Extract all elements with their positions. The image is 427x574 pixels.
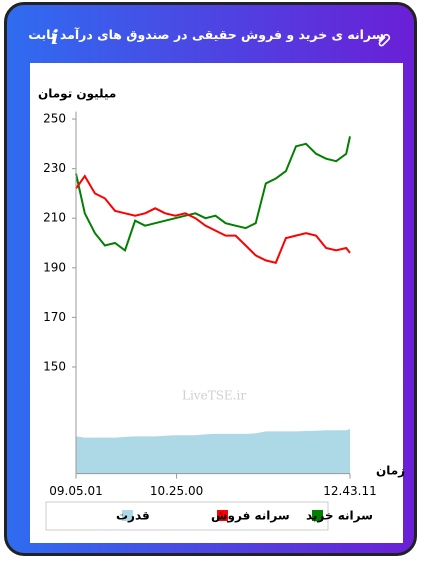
link-icon: [378, 33, 391, 47]
legend-swatch: [217, 510, 228, 521]
y-tick-label: 170: [43, 310, 66, 324]
line: [75, 136, 351, 253]
legend-swatch: [312, 510, 323, 521]
x-tick-label: 09.05.01: [49, 484, 102, 498]
y-axis-label: میلیون تومان: [38, 87, 116, 102]
x-axis-label: زمان: [376, 464, 405, 478]
info-icon[interactable]: i: [51, 25, 59, 49]
x-tick-label: 12.43.11: [323, 484, 376, 498]
legend-label: سرانه فروش: [211, 509, 290, 524]
y-tick-label: 250: [43, 112, 66, 126]
area: [76, 429, 350, 474]
y-tick-label: 190: [43, 260, 66, 274]
line: [75, 174, 351, 264]
legend-swatch: [122, 510, 133, 521]
header-title: سرانه ی خرید و فروش حقیقی در صندوق های د…: [28, 27, 384, 42]
legend-label: قدرت: [116, 509, 150, 523]
x-tick-label: 10.25.00: [150, 484, 203, 498]
legend-label: سرانه خرید: [306, 509, 373, 523]
y-tick-label: 210: [43, 211, 66, 225]
y-tick-label: 230: [43, 161, 66, 175]
watermark: LiveTSE.ir: [182, 389, 246, 403]
legend-box: [45, 501, 329, 531]
y-tick-label: 150: [43, 359, 66, 373]
